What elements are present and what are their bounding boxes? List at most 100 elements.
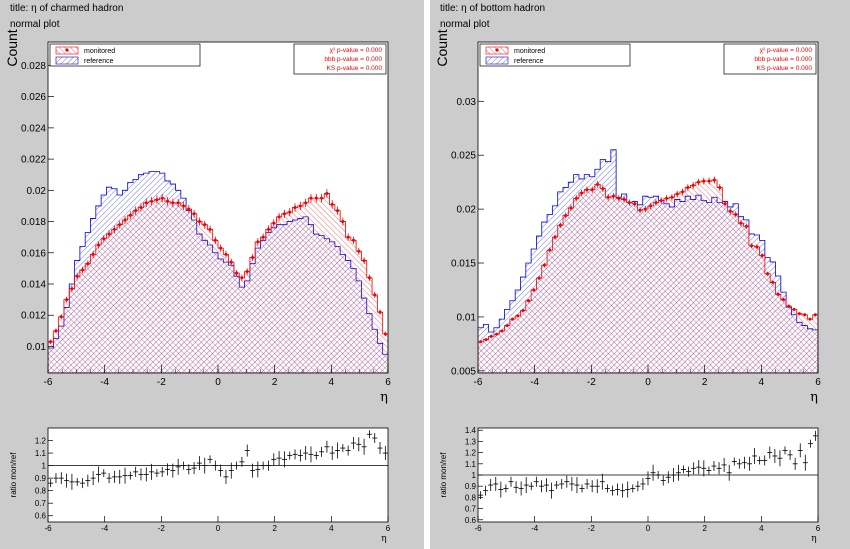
monitored-point (378, 310, 382, 314)
monitored-point (229, 260, 233, 264)
monitored-point (59, 315, 63, 319)
monitored-point (203, 223, 207, 227)
monitored-point (118, 223, 122, 227)
ratio-y-tick-label: 0.7 (465, 505, 477, 514)
panel-subtitle: normal plot (440, 19, 490, 30)
y-tick-label: 0.012 (21, 311, 46, 322)
monitored-point (367, 276, 371, 280)
x-tick-label: 6 (385, 377, 391, 388)
monitored-point (489, 334, 493, 338)
monitored-point (351, 238, 355, 242)
ratio-x-axis-label: η (811, 534, 816, 544)
monitored-point (139, 206, 143, 209)
legend-label: reference (84, 58, 114, 65)
stats-line: KS p-value = 0.000 (757, 65, 813, 72)
monitored-point (707, 179, 711, 183)
monitored-point (484, 338, 488, 342)
monitored-point (670, 195, 674, 199)
ratio-y-tick-label: 1 (42, 462, 47, 471)
legend-box (49, 43, 201, 67)
monitored-point (681, 190, 685, 194)
ratio-y-tick-label: 0.6 (465, 516, 477, 525)
ratio-x-tick-label: 6 (816, 524, 821, 533)
monitored-point (235, 271, 239, 275)
y-tick-label: 0.024 (21, 123, 46, 134)
monitored-point (659, 198, 663, 202)
monitored-point (277, 215, 281, 219)
ratio-y-tick-label: 1.2 (35, 437, 47, 446)
monitored-point (65, 298, 69, 302)
x-tick-label: 2 (272, 377, 278, 388)
monitored-point (665, 196, 669, 200)
monitored-point (166, 199, 170, 203)
ratio-x-tick-label: -6 (44, 524, 52, 533)
monitored-point (96, 243, 100, 247)
monitored-point (627, 201, 631, 205)
monitored-point (176, 201, 180, 205)
monitored-point (776, 292, 780, 296)
monitored-point (336, 209, 340, 213)
monitored-point (298, 204, 302, 208)
monitored-point (596, 182, 600, 186)
x-tick-label: -4 (100, 377, 109, 388)
monitored-point (192, 212, 196, 216)
panel-subtitle: normal plot (10, 19, 60, 30)
monitored-point (649, 204, 653, 208)
monitored-point (744, 224, 748, 228)
ratio-x-tick-label: -6 (474, 524, 482, 533)
stats-line: bbb p-value = 0.000 (324, 56, 382, 63)
x-tick-label: 4 (759, 377, 765, 388)
monitored-point (771, 280, 775, 284)
legend-label: reference (514, 58, 544, 65)
monitored-point (585, 188, 589, 192)
monitored-point (505, 324, 509, 328)
monitored-point (521, 308, 525, 312)
stats-line: χ² p-value = 0.000 (760, 47, 813, 54)
ratio-x-tick-label: -4 (531, 524, 539, 533)
x-tick-label: -4 (530, 377, 539, 388)
monitored-point (734, 213, 738, 217)
ratio-y-tick-label: 0.9 (465, 482, 477, 491)
y-tick-label: 0.018 (21, 217, 46, 228)
monitored-point (266, 227, 270, 231)
legend: monitored reference (49, 43, 201, 67)
y-tick-label: 0.014 (21, 280, 46, 291)
monitored-point (272, 221, 276, 225)
ratio-x-tick-label: -2 (158, 524, 166, 533)
ratio-x-tick-label: 4 (329, 524, 334, 533)
monitored-point (728, 209, 732, 213)
monitored-point (781, 298, 785, 302)
y-axis-label: Count (4, 29, 20, 66)
monitored-point (511, 317, 515, 321)
monitored-point (691, 183, 695, 187)
x-tick-label: 0 (645, 377, 651, 388)
charm-panel: title: η of charmed hadron normal plot 0… (0, 0, 424, 549)
y-tick-label: 0.02 (457, 205, 477, 216)
monitored-point (702, 179, 706, 183)
ratio-y-tick-label: 1.1 (35, 449, 47, 458)
monitored-point (500, 329, 504, 333)
monitored-point (617, 196, 621, 200)
ratio-y-tick-label: 0.6 (35, 512, 47, 521)
ratio-x-axis-label: η (381, 534, 386, 544)
monitored-point (123, 218, 127, 222)
monitored-point (112, 227, 116, 231)
x-tick-label: -6 (44, 377, 53, 388)
monitored-point (580, 191, 584, 195)
monitored-point (107, 232, 111, 236)
monitored-point (696, 180, 700, 184)
x-tick-label: 0 (215, 377, 221, 388)
monitored-point (569, 206, 573, 210)
monitored-point (261, 235, 265, 239)
stats-box: χ² p-value = 0.000 bbb p-value = 0.000 KS … (723, 43, 817, 75)
monitored-point (712, 178, 716, 182)
monitored-point (330, 202, 334, 206)
monitored-histogram (48, 193, 388, 373)
monitored-point (755, 245, 759, 249)
monitored-point (542, 263, 546, 267)
monitored-point (245, 270, 249, 274)
ratio-y-tick-label: 0.7 (35, 499, 47, 508)
ratio-x-tick-label: 0 (646, 524, 651, 533)
monitored-point (813, 313, 817, 317)
